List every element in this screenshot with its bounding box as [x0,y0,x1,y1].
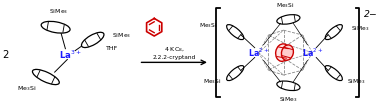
Text: 2: 2 [3,50,9,60]
Text: La$^{2+}$: La$^{2+}$ [302,46,323,59]
Text: Me$_3$Si: Me$_3$Si [203,77,222,86]
Text: SiMe$_3$: SiMe$_3$ [347,77,366,86]
Text: 2$-$: 2$-$ [363,8,378,19]
Ellipse shape [277,15,300,24]
Ellipse shape [41,21,70,33]
Text: La$^{2+}$: La$^{2+}$ [248,46,269,59]
Text: Me$_3$Si: Me$_3$Si [17,84,36,93]
Text: SiMe$_3$: SiMe$_3$ [112,32,132,40]
Ellipse shape [325,66,342,81]
Text: 4 KC$_8$,: 4 KC$_8$, [164,45,185,54]
Text: 2.2.2-cryptand: 2.2.2-cryptand [153,55,196,60]
Text: SiMe$_3$: SiMe$_3$ [49,7,68,16]
Ellipse shape [226,25,244,40]
Ellipse shape [226,66,244,81]
Text: THF: THF [106,46,119,51]
Ellipse shape [82,32,104,48]
Ellipse shape [276,44,290,61]
Text: Me$_3$Si: Me$_3$Si [276,1,294,10]
Ellipse shape [33,69,59,85]
Text: La$^{3+}$: La$^{3+}$ [59,48,82,61]
Text: SiMe$_3$: SiMe$_3$ [279,95,297,104]
Ellipse shape [281,45,293,60]
Text: SiMe$_3$: SiMe$_3$ [351,24,370,33]
Text: Me$_3$Si: Me$_3$Si [199,21,218,30]
Ellipse shape [325,25,342,40]
Ellipse shape [277,81,300,91]
